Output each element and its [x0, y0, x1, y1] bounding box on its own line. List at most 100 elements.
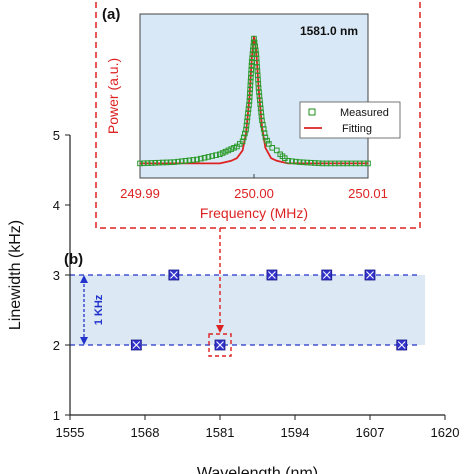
- measured-marker: [289, 158, 295, 165]
- measured-marker: [171, 159, 177, 165]
- linewidth-plot: 1555 1568 1581 1594 1607 1620 1 2 3 4 5 1 KHz (b)…: [7, 128, 459, 474]
- measured-marker: [243, 126, 249, 133]
- inset-x-tick-label: 250.01: [348, 186, 388, 201]
- legend-fitting-label: Fitting: [342, 123, 372, 135]
- band-label: 1 KHz: [93, 294, 105, 325]
- measured-marker: [257, 97, 263, 103]
- measured-marker: [225, 147, 232, 154]
- y-axis-ticks: 1 2 3 4 5: [53, 128, 70, 423]
- measured-marker: [201, 154, 208, 161]
- measured-marker: [148, 160, 155, 166]
- measured-marker: [243, 122, 250, 129]
- measured-marker: [300, 159, 307, 166]
- measured-marker: [247, 78, 254, 85]
- measured-marker: [217, 151, 223, 158]
- x-axis-label: Wavelength (nm): [197, 465, 318, 474]
- measured-marker: [194, 156, 200, 163]
- measured-marker: [240, 134, 247, 141]
- measured-marker: [252, 43, 258, 50]
- measured-marker: [247, 90, 253, 97]
- highlight-box: [208, 333, 232, 357]
- measured-marker: [167, 159, 174, 166]
- inset-x-axis-label: Frequency (MHz): [200, 205, 308, 221]
- measured-marker: [205, 154, 212, 160]
- measured-marker: [137, 160, 143, 167]
- measured-marker: [258, 113, 265, 120]
- y-tick-label: 2: [53, 338, 60, 353]
- data-point: [396, 339, 408, 351]
- data-point: [214, 339, 226, 351]
- y-axis-label: Linewidth (kHz): [7, 220, 24, 330]
- x-axis-ticks: 1555 1568 1581 1594 1607 1620: [56, 415, 460, 440]
- measured-marker: [248, 59, 255, 65]
- inset-x-tick-label: 249.99: [120, 186, 160, 201]
- measured-marker: [231, 145, 237, 151]
- measured-marker: [257, 101, 264, 108]
- measured-marker: [304, 159, 310, 166]
- measured-marker: [190, 157, 196, 163]
- wavelength-annotation: 1581.0 nm: [300, 24, 358, 38]
- x-tick-label: 1581: [206, 425, 235, 440]
- measured-marker: [365, 160, 371, 167]
- measured-marker: [264, 137, 270, 144]
- data-points: [130, 269, 408, 351]
- measured-marker: [246, 102, 252, 108]
- measured-marker: [252, 47, 259, 54]
- measured-marker: [228, 146, 234, 152]
- inset-x-ticks: 249.99 250.00 250.01: [120, 174, 388, 201]
- measured-marker: [246, 98, 253, 104]
- x-tick-label: 1555: [56, 425, 85, 440]
- x-tick-label: 1594: [281, 425, 310, 440]
- measured-marker: [255, 85, 262, 91]
- panel-label-a: (a): [102, 6, 120, 23]
- measured-marker: [247, 86, 253, 93]
- x-tick-label: 1568: [131, 425, 160, 440]
- inset-x-tick-label: 250.00: [234, 186, 274, 201]
- measured-marker: [296, 159, 303, 165]
- y-tick-label: 5: [53, 128, 60, 143]
- measured-marker: [245, 106, 252, 112]
- measured-marker: [222, 148, 229, 155]
- measured-marker: [156, 159, 162, 166]
- measured-marker: [256, 93, 263, 99]
- measured-markers: [137, 35, 371, 167]
- measured-marker: [248, 70, 254, 77]
- measured-marker: [285, 158, 291, 164]
- measured-marker: [209, 153, 215, 159]
- measured-legend-marker: [308, 108, 316, 116]
- measured-marker: [258, 109, 264, 116]
- measured-marker: [152, 160, 158, 166]
- y-tick-label: 3: [53, 268, 60, 283]
- measured-marker: [248, 67, 255, 73]
- measured-marker: [179, 158, 185, 165]
- data-point: [321, 269, 333, 281]
- measured-marker: [266, 141, 272, 147]
- measured-marker: [182, 158, 189, 164]
- legend-box: [299, 101, 401, 139]
- measured-marker: [248, 63, 255, 69]
- y-tick-label: 1: [53, 408, 60, 423]
- measured-marker: [144, 160, 151, 166]
- legend: Measured Fitting: [299, 101, 401, 139]
- measured-marker: [246, 94, 253, 100]
- x-tick-label: 1620: [431, 425, 460, 440]
- measured-marker: [247, 82, 254, 89]
- measured-marker: [315, 160, 322, 166]
- measured-marker: [312, 160, 318, 166]
- panel-label-b: (b): [64, 251, 83, 268]
- one-khz-band: [70, 275, 425, 345]
- connector-arrow: [216, 228, 224, 333]
- legend-measured-label: Measured: [340, 107, 389, 119]
- measured-marker: [244, 114, 251, 121]
- y-tick-label: 4: [53, 198, 60, 213]
- data-point: [168, 269, 180, 281]
- inset-y-axis-label: Power (a.u.): [105, 58, 121, 134]
- inset-spectrum-panel: 249.99 250.00 250.01 (a) 1581.0 nm Power (…: [95, 0, 421, 229]
- measured-marker: [251, 35, 257, 42]
- measured-marker: [262, 134, 269, 141]
- measured-marker: [249, 51, 256, 58]
- measured-marker: [239, 138, 246, 145]
- measured-marker: [256, 89, 262, 95]
- x-tick-label: 1607: [356, 425, 385, 440]
